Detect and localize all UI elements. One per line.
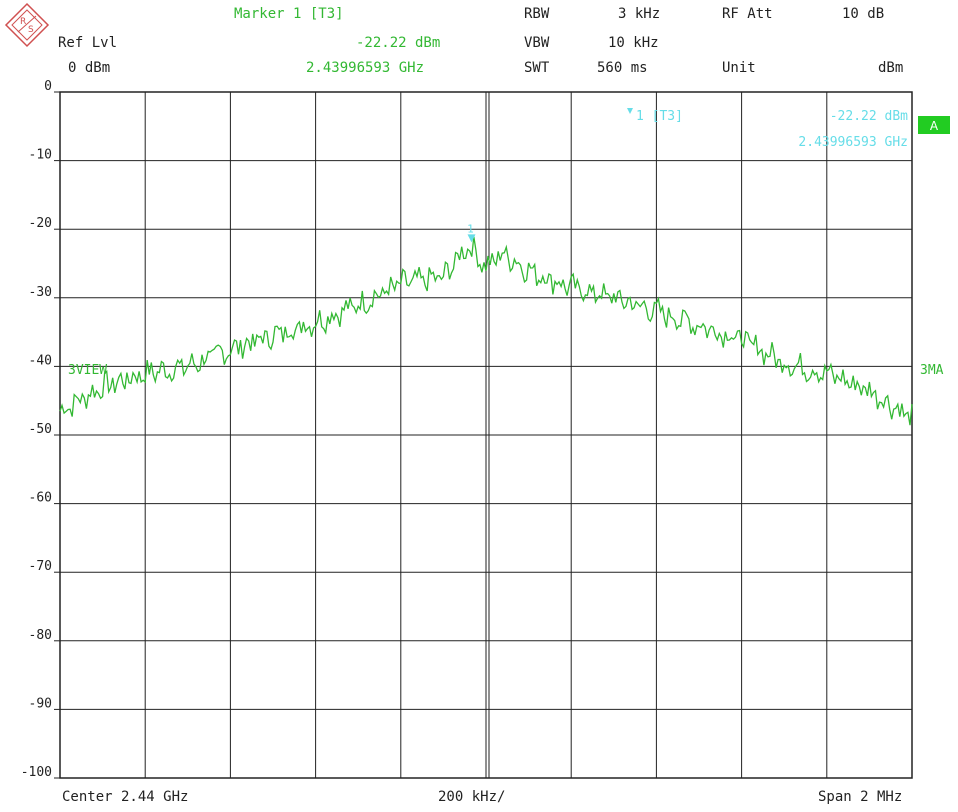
marker-1-triangle-icon [467,234,476,243]
y-tick-label: -40 [29,353,52,368]
trace-view-label: 3VIEW [68,363,107,378]
rf-att-label: RF Att [722,6,773,22]
rohde-schwarz-logo-icon: R S [4,2,50,48]
ref-level-value: 0 dBm [68,60,111,76]
marker-box-label: 1 [T3] [636,109,683,124]
y-tick-label: -20 [29,216,52,231]
svg-text:R: R [20,17,26,27]
spectrum-trace-line [59,236,913,426]
y-tick-label: -70 [29,559,52,574]
marker-box-triangle-icon [627,108,633,114]
marker-box-frequency: 2.43996593 GHz [798,135,908,150]
rbw-value: 3 kHz [618,6,661,22]
y-tick-label: -90 [29,696,52,711]
division-label: 200 kHz/ [438,789,506,805]
y-tick-label: -30 [29,285,52,300]
marker-level: -22.22 dBm [356,35,441,51]
marker-1-label: 1 [467,222,474,235]
trace-a-badge-label: A [930,119,939,133]
unit-value: dBm [878,60,904,76]
y-tick-label: -100 [21,765,52,780]
marker-box-level: -22.22 dBm [830,109,908,124]
rbw-label: RBW [524,6,550,22]
y-tick-label: -80 [29,628,52,643]
y-tick-label: -60 [29,491,52,506]
vbw-value: 10 kHz [608,35,659,51]
trace-a-badge [918,116,950,134]
center-frequency: Center 2.44 GHz [62,789,189,805]
y-tick-label: -50 [29,422,52,437]
y-tick-label: 0 [44,79,52,94]
marker-title: Marker 1 [T3] [234,6,344,22]
rf-att-value: 10 dB [842,6,885,22]
span-label: Span 2 MHz [818,789,903,805]
svg-text:S: S [28,25,34,35]
vbw-label: VBW [524,35,550,51]
marker-frequency: 2.43996593 GHz [306,60,425,76]
ref-level-label: Ref Lvl [58,35,118,51]
swt-label: SWT [524,60,550,76]
spectrum-chart: 0 -10 -20 -30 -40 -50 -60 -70 -80 -90 -100 1 1 [T3] -… [21,79,950,780]
y-tick-label: -10 [29,148,52,163]
swt-value: 560 ms [597,60,648,76]
trace-ma-label: 3MA [920,363,944,378]
unit-label: Unit [722,60,756,76]
